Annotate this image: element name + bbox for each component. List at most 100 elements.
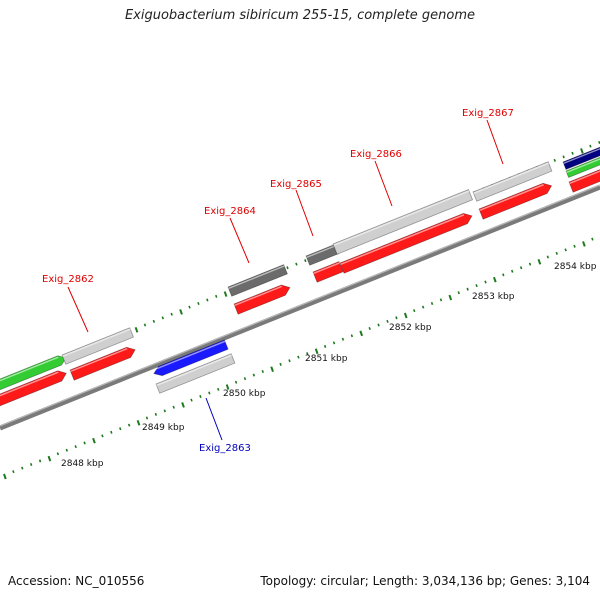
gene-label-exig-2863[interactable]: Exig_2863 [199, 443, 251, 454]
inner-track-tick [65, 448, 68, 452]
gene-bar-exig-2864[interactable] [233, 284, 291, 315]
gene-label-exig-2865[interactable]: Exig_2865 [270, 179, 322, 190]
inner-track-tick [537, 258, 542, 265]
gene-bar-exig-2867[interactable] [478, 182, 553, 220]
gene-bar-exig-2866[interactable] [339, 213, 473, 274]
feature-green-left[interactable] [0, 355, 67, 392]
inner-track-tick [297, 355, 300, 359]
inner-track-tick [154, 412, 158, 416]
inner-track-tick [323, 344, 327, 348]
outer-track-tick [580, 148, 584, 154]
gene-label-exig-2862[interactable]: Exig_2862 [42, 274, 94, 285]
ruler-label-2849: 2849 kbp [142, 423, 185, 433]
gene-bar-exig-2867-light-highlight [473, 162, 549, 195]
gene-bar-exig-2866-light-highlight [333, 190, 470, 247]
inner-track-tick [475, 284, 478, 288]
gene-bar-exig-2866-light[interactable] [332, 189, 474, 255]
outer-track-tick [197, 302, 200, 306]
inner-tick-track [3, 237, 594, 480]
inner-track-tick [395, 316, 398, 320]
gene-bar-exig-2865-highlight [313, 262, 340, 275]
callout-exig-2865 [295, 189, 314, 237]
gene-label-exig-2867[interactable]: Exig_2867 [462, 108, 514, 119]
gene-bar-exig-2863-light-highlight [156, 354, 232, 387]
gene-bar-exig-2867-highlight [479, 184, 544, 212]
outer-track-tick [304, 259, 307, 263]
feature-track [0, 146, 600, 408]
inner-track-tick [314, 348, 319, 355]
inner-track-tick [413, 309, 416, 313]
inner-track-tick [252, 373, 256, 377]
inner-track-tick [493, 276, 497, 283]
inner-track-tick [3, 473, 7, 480]
inner-track-tick [190, 398, 193, 402]
outer-track-tick [223, 291, 228, 297]
ruler-label-2852: 2852 kbp [389, 323, 432, 333]
inner-track-tick [38, 459, 42, 463]
inner-track-tick [83, 441, 86, 445]
inner-track-tick [172, 405, 175, 409]
inner-track-tick [136, 419, 141, 426]
inner-track-tick [466, 287, 469, 291]
inner-track-tick [386, 319, 389, 323]
inner-track-tick [21, 466, 24, 470]
inner-track-tick [217, 387, 220, 391]
ruler-labels: 2848 kbp 2849 kbp 2850 kbp 2851 kbp 2852… [61, 262, 597, 469]
gene-bar-exig-2862[interactable] [69, 346, 136, 381]
inner-track-tick [47, 455, 52, 462]
feature-red-left-highlight [0, 371, 59, 397]
inner-track-tick [350, 334, 354, 338]
inner-track-tick [145, 416, 149, 420]
ruler-label-2853: 2853 kbp [472, 292, 515, 302]
gene-labels: Exig_2862 Exig_2864 Exig_2865 Exig_2866 … [42, 108, 514, 454]
outer-track-tick [179, 309, 183, 315]
gene-bar-exig-2865[interactable] [312, 261, 344, 283]
gene-bar-exig-2862-highlight [70, 348, 128, 373]
inner-track-tick [127, 423, 131, 427]
inner-track-tick [546, 255, 550, 259]
inner-track-tick [519, 266, 523, 270]
gene-bar-exig-2863-highlight [152, 340, 226, 372]
inner-track-tick [573, 244, 576, 248]
gene-bar-exig-2864-highlight [234, 285, 283, 307]
gene-bar-exig-2862-light-highlight [62, 328, 131, 358]
inner-track-tick [288, 359, 291, 363]
feature-green-left-highlight [0, 356, 59, 382]
inner-track-tick [163, 409, 166, 413]
gene-bar-exig-2864-dark[interactable] [227, 264, 288, 297]
gene-label-exig-2864[interactable]: Exig_2864 [204, 206, 256, 217]
gene-bar-exig-2863[interactable] [153, 339, 229, 377]
gene-bar-exig-2862-light[interactable] [61, 327, 134, 365]
inner-track-tick [234, 380, 238, 384]
outer-track-tick [188, 305, 191, 309]
label-callouts [67, 119, 504, 441]
inner-track-tick [225, 384, 230, 390]
gene-bar-exig-2865-dark[interactable] [305, 243, 340, 266]
inner-track-tick [403, 312, 408, 319]
callout-exig-2862 [67, 286, 89, 333]
genome-backbone [0, 184, 600, 431]
feature-red-right[interactable] [568, 167, 600, 193]
inner-track-tick [511, 269, 514, 273]
callout-exig-2867 [486, 119, 504, 165]
inner-track-tick [306, 352, 309, 356]
inner-track-tick [377, 323, 380, 327]
gene-bar-exig-2863-light[interactable] [155, 353, 236, 394]
ruler-label-2851: 2851 kbp [305, 354, 348, 364]
feature-red-left[interactable] [0, 370, 67, 408]
outer-track-tick [215, 294, 218, 298]
callout-exig-2866 [374, 160, 393, 207]
inner-track-tick [29, 463, 33, 467]
gene-bar-exig-2864-dark-highlight [228, 265, 285, 290]
ruler-label-2850: 2850 kbp [223, 389, 266, 399]
inner-track-tick [12, 470, 15, 474]
callout-exig-2863 [205, 397, 223, 441]
outer-track-tick [286, 266, 289, 270]
gene-bar-exig-2867-light[interactable] [472, 161, 553, 202]
inner-track-tick [484, 280, 487, 284]
inner-track-tick [457, 291, 460, 295]
inner-track-tick [181, 402, 185, 408]
inner-track-tick [591, 237, 594, 241]
inner-track-tick [74, 445, 77, 449]
gene-label-exig-2866[interactable]: Exig_2866 [350, 149, 402, 160]
